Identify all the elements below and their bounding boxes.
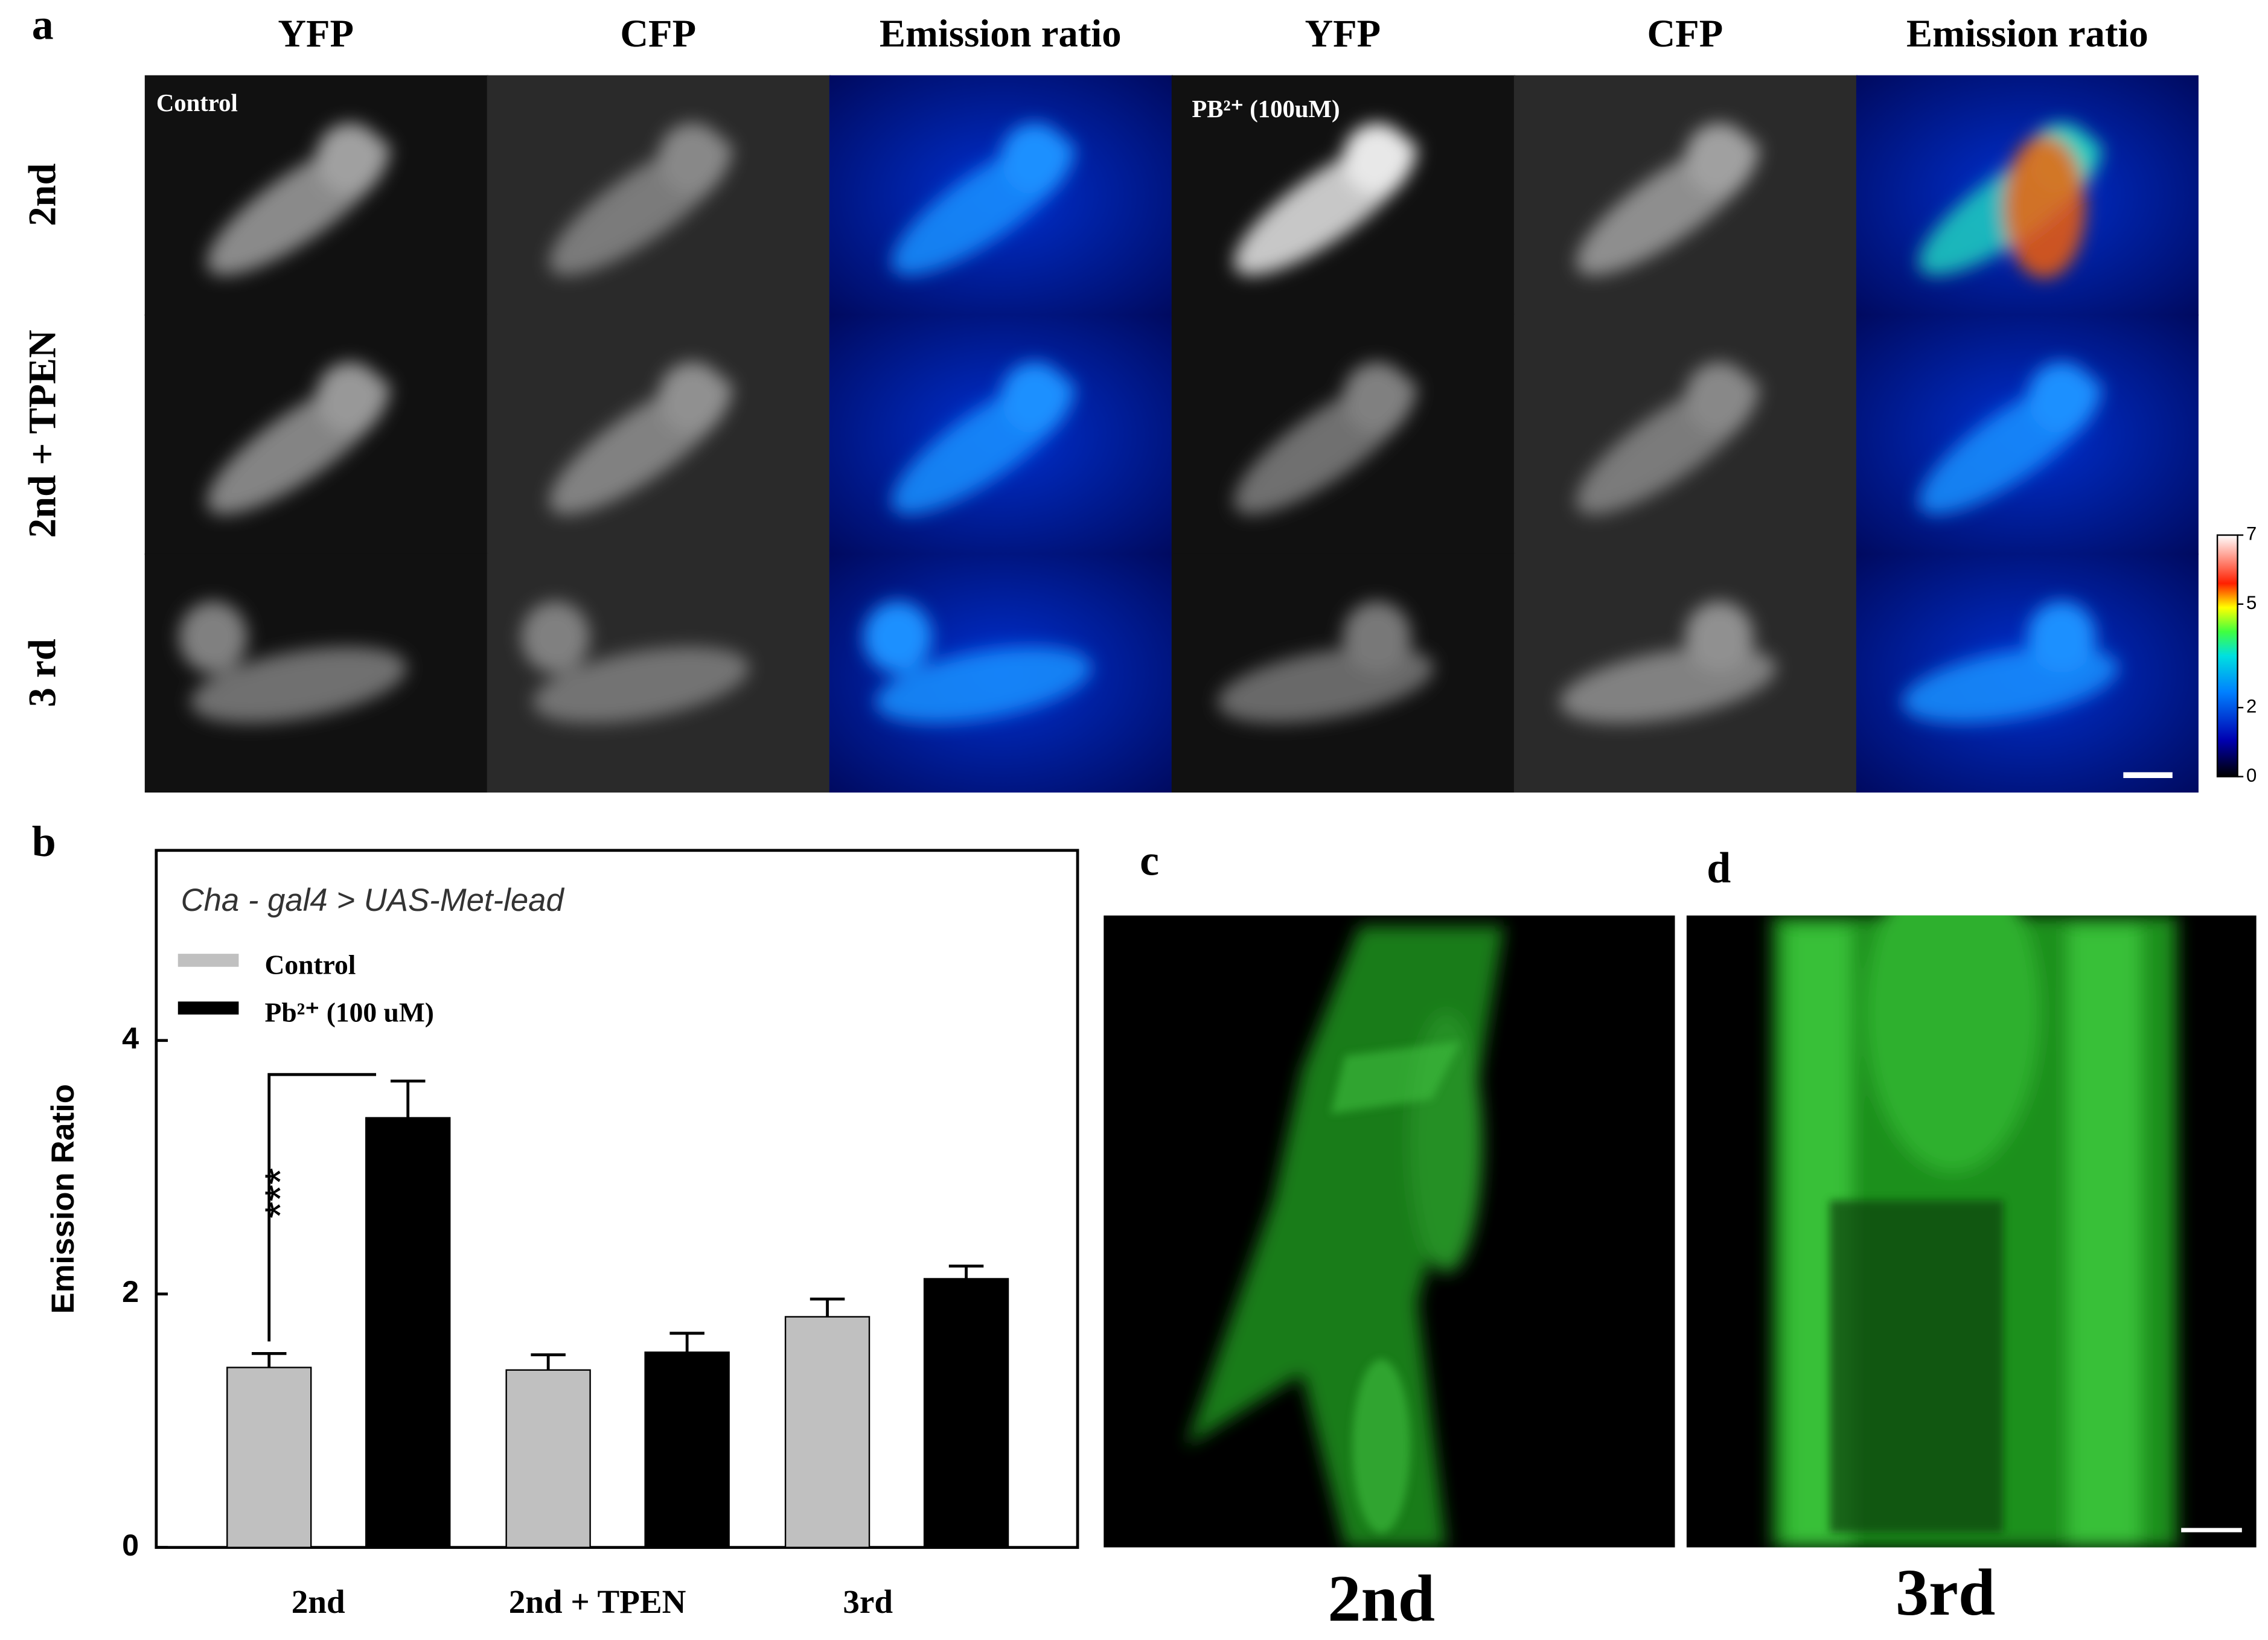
image-cell bbox=[144, 75, 489, 316]
image-annotation: Control bbox=[156, 89, 238, 116]
column-header: CFP bbox=[1647, 11, 1723, 55]
row-label: 2nd + TPEN bbox=[21, 330, 64, 538]
image-cell bbox=[487, 553, 831, 793]
panel-letter: c bbox=[1140, 836, 1159, 884]
y-tick-label: 4 bbox=[122, 1021, 139, 1055]
image-cell bbox=[1856, 314, 2199, 555]
image-cell bbox=[144, 553, 489, 793]
image-cell bbox=[487, 75, 831, 316]
panel-letter: a bbox=[32, 0, 54, 48]
image-cell bbox=[829, 314, 1174, 555]
bar bbox=[365, 1117, 451, 1548]
row-label: 2nd bbox=[21, 163, 64, 226]
image-annotation: PB²⁺ (100uM) bbox=[1192, 95, 1340, 123]
image-cell bbox=[1171, 553, 1516, 793]
y-axis-label: Emission Ratio bbox=[45, 1084, 81, 1314]
legend-label: Control bbox=[265, 949, 356, 980]
colorbar-ticks: 7 5 2 0 bbox=[2237, 523, 2257, 786]
plot-frame bbox=[155, 849, 1079, 1549]
column-header: YFP bbox=[1305, 11, 1381, 55]
x-tick-label: 2nd + TPEN bbox=[509, 1583, 686, 1620]
column-header: Emission ratio bbox=[880, 11, 1122, 55]
image-cell bbox=[487, 314, 831, 555]
row-label: 3 rd bbox=[21, 639, 64, 707]
colorbar-tick-label: 7 bbox=[2246, 523, 2257, 544]
column-header: YFP bbox=[278, 11, 354, 55]
image-cell bbox=[1171, 314, 1516, 555]
colorbar-tick-label: 2 bbox=[2246, 696, 2257, 717]
image-caption: 3rd bbox=[1896, 1555, 1995, 1629]
chart-annotation: Cha - gal4 > UAS-Met-lead bbox=[181, 882, 565, 918]
colorbar bbox=[2216, 534, 2238, 777]
image-cell bbox=[1856, 75, 2199, 316]
bar bbox=[505, 1369, 591, 1548]
image-cell bbox=[829, 75, 1174, 316]
image-cell bbox=[1513, 75, 1858, 316]
image-cell bbox=[144, 314, 489, 555]
image-cell bbox=[1513, 314, 1858, 555]
image-cell bbox=[1513, 553, 1858, 793]
y-tick-label: 0 bbox=[122, 1528, 139, 1562]
image-cell bbox=[1171, 75, 1516, 316]
x-tick-label: 2nd bbox=[292, 1583, 345, 1620]
x-tick-label: 3rd bbox=[843, 1583, 893, 1620]
panel-letter: d bbox=[1707, 843, 1731, 892]
image-cell bbox=[829, 553, 1174, 793]
y-tick-label: 2 bbox=[122, 1274, 139, 1309]
image-grid bbox=[144, 75, 2199, 793]
bar bbox=[923, 1278, 1009, 1548]
image-caption: 2nd bbox=[1327, 1562, 1435, 1635]
image-cell bbox=[1856, 553, 2199, 793]
significance-bracket bbox=[267, 1073, 377, 1342]
chart: 0 2 4 2nd 2nd + TPEN 3rd Control Pb²⁺ (100 uM) *… bbox=[122, 949, 1009, 1620]
bar bbox=[644, 1351, 730, 1548]
colorbar-tick-label: 0 bbox=[2246, 765, 2257, 786]
significance-label: *** bbox=[257, 1168, 305, 1219]
legend-label: Pb²⁺ (100 uM) bbox=[265, 997, 434, 1027]
column-header: Emission ratio bbox=[1906, 11, 2148, 55]
bar bbox=[784, 1316, 870, 1548]
panel-letter: b bbox=[32, 817, 56, 866]
bar bbox=[226, 1367, 312, 1548]
micrograph bbox=[1104, 915, 1675, 1548]
column-header: CFP bbox=[620, 11, 696, 55]
micrograph bbox=[1686, 915, 2257, 1548]
colorbar-tick-label: 5 bbox=[2246, 592, 2257, 613]
